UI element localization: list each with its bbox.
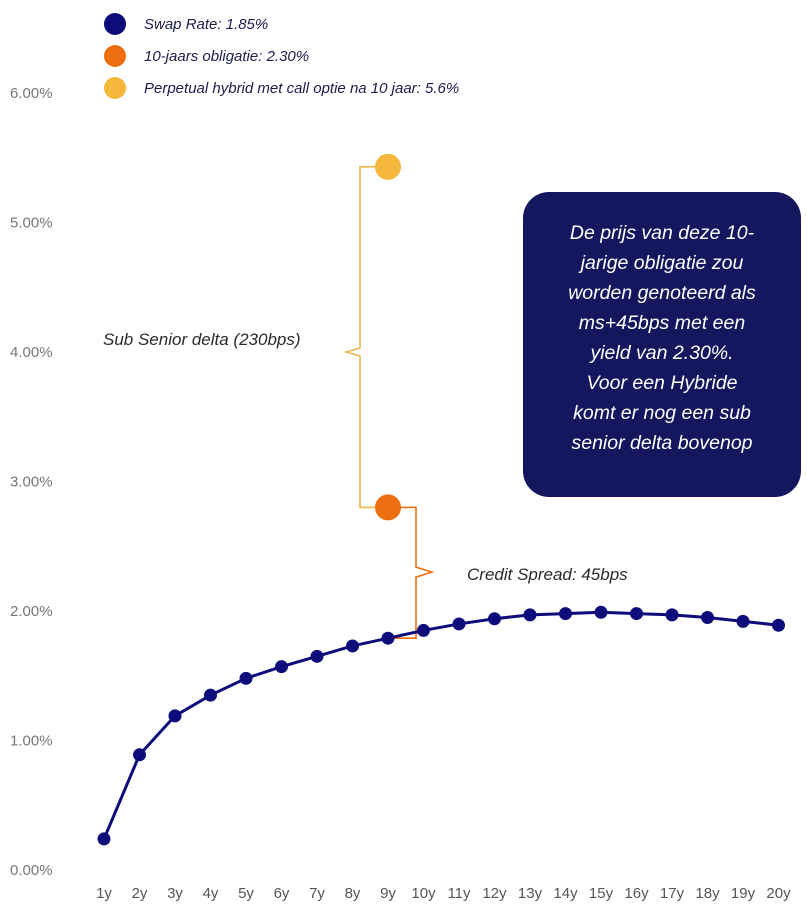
x-tick-label: 12y (482, 885, 507, 902)
legend-item-10y-bond: 10-jaars obligatie: 2.30% (104, 40, 459, 72)
callout-line: jarige obligatie zou (580, 252, 744, 274)
x-tick-label: 9y (380, 885, 396, 902)
x-tick-label: 8y (345, 885, 361, 902)
x-tick-label: 1y (96, 885, 112, 902)
swap-rate-point (133, 748, 146, 762)
callout-line: senior delta bovenop (571, 432, 753, 454)
swap-rate-point (630, 607, 643, 621)
point-10y-bond (375, 494, 401, 521)
swap-rate-point (701, 610, 714, 624)
x-tick-label: 3y (167, 885, 183, 902)
legend-item-hybrid: Perpetual hybrid met call optie na 10 ja… (104, 72, 459, 104)
x-tick-label: 16y (624, 885, 649, 902)
callout-line: yield van 2.30%. (590, 342, 734, 364)
x-tick-label: 20y (766, 885, 791, 902)
y-tick-label: 2.00% (10, 603, 53, 620)
swap-rate-point (488, 612, 501, 626)
x-tick-label: 13y (518, 885, 543, 902)
legend-label-hybrid: Perpetual hybrid met call optie na 10 ja… (144, 79, 460, 97)
legend-label-swap-rate: Swap Rate: 1.85% (144, 15, 269, 33)
x-tick-label: 5y (238, 885, 254, 902)
x-tick-label: 19y (731, 885, 756, 902)
swap-rate-series (97, 605, 785, 846)
legend-label-10y-bond: 10-jaars obligatie: 2.30% (144, 47, 310, 65)
swap-rate-point (665, 608, 679, 622)
y-tick-label: 5.00% (10, 215, 53, 232)
y-tick-label: 3.00% (10, 474, 53, 491)
swap-rate-point (417, 623, 430, 637)
legend-marker-hybrid (104, 77, 126, 99)
x-tick-label: 11y (447, 885, 471, 902)
swap-rate-point (204, 688, 217, 702)
sub-senior-delta-label: Sub Senior delta (230bps) (103, 330, 301, 349)
y-axis-ticks: 0.00% 1.00% 2.00% 3.00% 4.00% 5.00% 6.00% (10, 85, 53, 879)
swap-rate-point (523, 608, 537, 622)
x-tick-label: 10y (411, 885, 436, 902)
x-tick-label: 2y (132, 885, 148, 902)
y-tick-label: 1.00% (10, 733, 53, 750)
x-tick-label: 18y (695, 885, 720, 902)
swap-rate-point (559, 607, 572, 621)
point-hybrid (375, 153, 401, 180)
swap-rate-point (736, 614, 750, 628)
swap-rate-point (381, 631, 395, 645)
swap-rate-point (452, 617, 466, 631)
bracket-credit-spread (394, 506, 435, 639)
x-tick-label: 14y (553, 885, 578, 902)
callout-line: worden genoteerd als (568, 282, 756, 304)
x-tick-label: 17y (660, 885, 685, 902)
x-tick-label: 7y (309, 885, 325, 902)
chart-legend: Swap Rate: 1.85% 10-jaars obligatie: 2.3… (104, 8, 459, 104)
credit-spread-label: Credit Spread: 45bps (467, 565, 628, 584)
bond-points (375, 153, 401, 521)
swap-rate-point (168, 709, 182, 723)
x-tick-label: 15y (589, 885, 614, 902)
callout-line: De prijs van deze 10- (569, 222, 755, 244)
swap-rate-point (275, 660, 288, 674)
legend-marker-10y-bond (104, 45, 126, 67)
callout-line: Voor een Hybride (586, 372, 738, 394)
callout-line: ms+45bps met een (578, 312, 746, 334)
x-tick-label: 6y (274, 885, 290, 902)
y-tick-label: 0.00% (10, 862, 53, 879)
swap-rate-point (346, 639, 359, 653)
x-axis-ticks: 1y 2y 3y 4y 5y 6y 7y 8y 9y 10y 11y 12y 13y 14y 15y 16y 1… (96, 885, 791, 902)
bracket-sub-senior-delta (343, 166, 380, 509)
delta-brackets (343, 166, 435, 639)
explanation-callout: De prijs van deze 10- jarige obligatie z… (523, 192, 801, 497)
y-tick-label: 6.00% (10, 85, 53, 102)
callout-line: komt er nog een sub (573, 402, 751, 424)
legend-marker-swap-rate (104, 13, 126, 35)
swap-rate-point (239, 671, 253, 685)
swap-rate-point (772, 618, 785, 632)
swap-rate-point (594, 605, 608, 619)
x-tick-label: 4y (203, 885, 219, 902)
swap-rate-point (310, 649, 324, 663)
swap-rate-line (102, 610, 779, 840)
legend-item-swap-rate: Swap Rate: 1.85% (104, 8, 459, 40)
swap-rate-point (97, 832, 111, 846)
y-tick-label: 4.00% (10, 344, 53, 361)
